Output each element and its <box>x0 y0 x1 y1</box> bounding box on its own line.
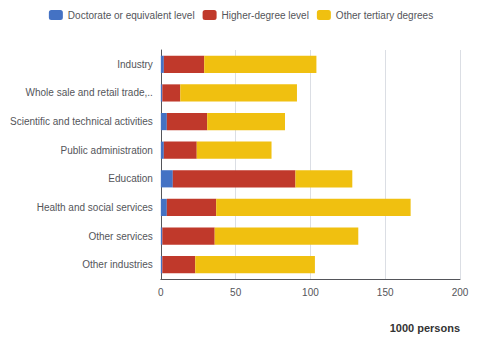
svg-text:Scientific and technical activ: Scientific and technical activities <box>10 116 153 127</box>
svg-text:Other industries: Other industries <box>82 259 153 270</box>
svg-text:50: 50 <box>230 287 242 298</box>
svg-text:Industry: Industry <box>117 59 153 70</box>
svg-text:Education: Education <box>108 173 152 184</box>
svg-text:Whole sale and retail trade,..: Whole sale and retail trade,.. <box>26 87 153 98</box>
svg-text:150: 150 <box>377 287 394 298</box>
svg-text:100: 100 <box>302 287 319 298</box>
svg-text:200: 200 <box>452 287 469 298</box>
svg-text:Higher-degree level: Higher-degree level <box>222 10 309 21</box>
svg-text:1000 persons: 1000 persons <box>390 322 460 334</box>
svg-text:Other tertiary degrees: Other tertiary degrees <box>336 10 433 21</box>
svg-text:Public administration: Public administration <box>61 145 153 156</box>
svg-text:Health and social services: Health and social services <box>37 202 153 213</box>
svg-text:0: 0 <box>158 287 164 298</box>
svg-text:Doctorate or equivalent level: Doctorate or equivalent level <box>68 10 195 21</box>
svg-text:Other services: Other services <box>88 231 152 242</box>
